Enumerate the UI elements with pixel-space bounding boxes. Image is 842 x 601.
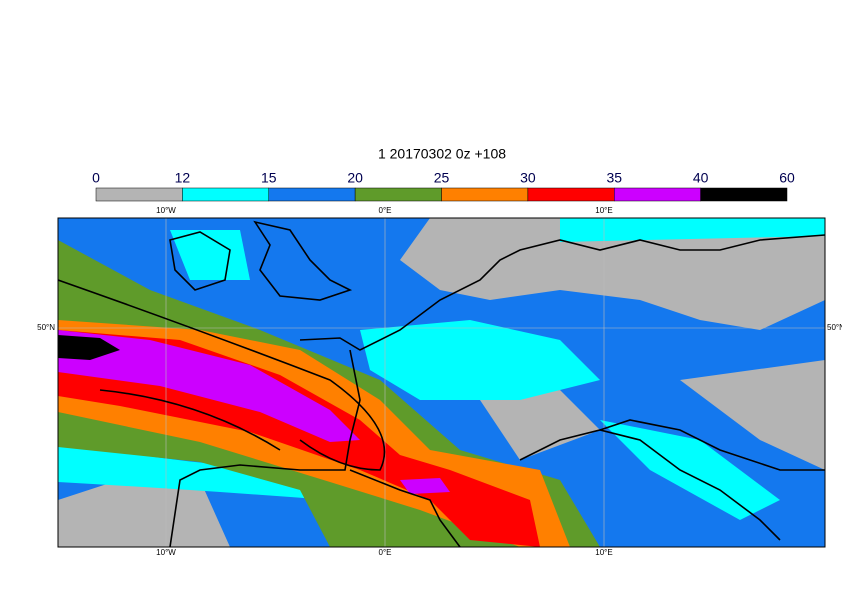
colorbar-segment [614, 187, 701, 202]
lat-label: 50°N [37, 323, 55, 332]
map-title: 1 20170302 0z +108 [378, 146, 506, 162]
lon-label: 0°E [379, 206, 392, 215]
colorbar-segment [268, 187, 356, 202]
coastline [519, 419, 825, 541]
map-frame [57, 217, 826, 548]
field-region [560, 218, 825, 242]
field-region [400, 218, 825, 330]
colorbar-label: 25 [434, 170, 450, 186]
field-region [58, 335, 120, 360]
colorbar-label: 60 [779, 170, 795, 186]
coastline [253, 220, 353, 301]
field-region [170, 230, 250, 280]
colorbar-segment [182, 187, 269, 202]
colorbar-label: 30 [520, 170, 536, 186]
colorbar-label: 40 [693, 170, 709, 186]
colorbar-label: 35 [606, 170, 622, 186]
lon-label: 10°E [595, 206, 612, 215]
map-field [58, 218, 825, 547]
colorbar-segment [441, 187, 529, 202]
field-region [400, 478, 450, 494]
colorbar-label: 20 [347, 170, 363, 186]
field-region [680, 360, 825, 470]
colorbar: 0 12 15 20 25 30 35 40 60 [92, 170, 795, 202]
field-region [58, 330, 360, 442]
lon-label: 0°E [379, 548, 392, 557]
colorbar-label: 12 [175, 170, 191, 186]
colorbar-segment [700, 187, 788, 202]
coastline [299, 234, 825, 351]
coastline [169, 231, 231, 291]
colorbar-label: 15 [261, 170, 277, 186]
contour-line [58, 279, 386, 471]
colorbar-segment [354, 187, 442, 202]
coastline [349, 469, 461, 547]
colorbar-label: 0 [92, 170, 100, 186]
colorbar-segment [527, 187, 615, 202]
lat-label: 50°N [827, 323, 842, 332]
field-region [480, 390, 600, 460]
colorbar-segment [95, 187, 183, 202]
field-region [360, 320, 600, 400]
coastline [169, 349, 361, 547]
axis-labels: 10°W 0°E 10°E 10°W 0°E 10°E 50°N 50°N [37, 206, 842, 557]
lon-label: 10°E [595, 548, 612, 557]
lon-label: 10°W [156, 548, 176, 557]
field-region [600, 420, 780, 520]
lon-label: 10°W [156, 206, 176, 215]
